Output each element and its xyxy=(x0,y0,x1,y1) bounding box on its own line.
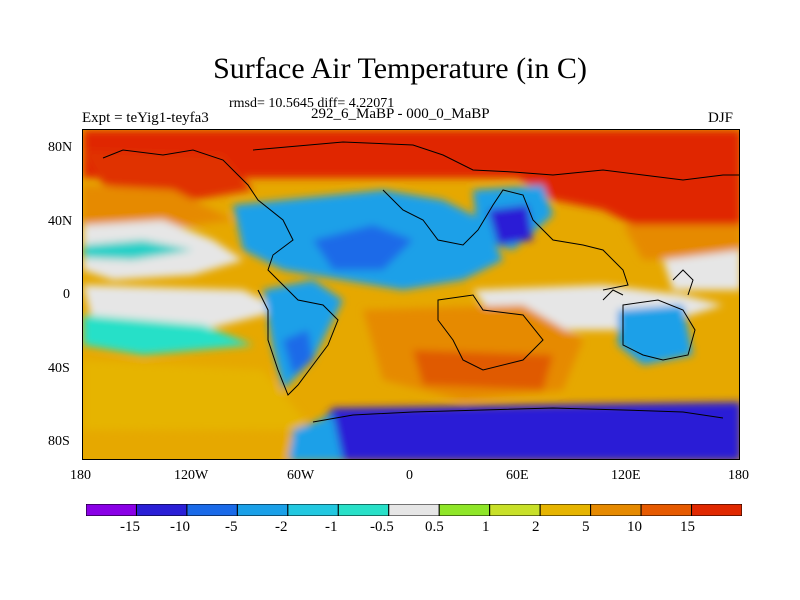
colorbar-label: 10 xyxy=(627,519,642,535)
colorbar-label: -5 xyxy=(225,519,238,535)
cold-core-asia xyxy=(488,205,533,245)
north-pacific-band xyxy=(83,185,233,230)
y-tick-label: 80S xyxy=(48,434,70,449)
colorbar-swatch xyxy=(85,503,137,517)
colorbar-swatch xyxy=(640,503,693,517)
cool-region-southeast xyxy=(618,305,693,365)
period-label: 292_6_MaBP - 000_0_MaBP xyxy=(311,106,490,122)
south-polar-warm xyxy=(83,430,293,459)
colorbar-label: 0.5 xyxy=(425,519,444,535)
tropical-cool-band xyxy=(83,315,253,355)
colorbar-label: 1 xyxy=(482,519,490,535)
colorbar-swatch xyxy=(135,503,188,517)
x-tick-label: 0 xyxy=(406,468,413,483)
x-tick-label: 180 xyxy=(70,468,91,483)
colorbar-swatch xyxy=(287,503,339,517)
colorbar-label: 5 xyxy=(582,519,590,535)
neutral-band-east xyxy=(663,250,739,290)
experiment-label: Expt = teYig1-teyfa3 xyxy=(82,110,209,126)
colorbar-label: -2 xyxy=(275,519,288,535)
colorbar-label: -1 xyxy=(325,519,338,535)
colorbar-swatch xyxy=(590,503,642,517)
x-tick-label: 120W xyxy=(174,468,209,483)
x-tick-label: 120E xyxy=(611,468,641,483)
map-field xyxy=(83,130,739,459)
map-title: Surface Air Temperature (in C) xyxy=(213,52,587,85)
y-tick-label: 80N xyxy=(48,140,73,155)
equatorial-neutral-band xyxy=(83,285,283,330)
colorbar-swatch xyxy=(691,503,743,517)
x-tick-label: 60E xyxy=(506,468,529,483)
antarctic-edge-cool xyxy=(283,415,343,459)
antarctic-cold-region xyxy=(313,402,739,459)
y-tick-label: 40S xyxy=(48,361,70,376)
colorbar-swatch xyxy=(438,503,491,517)
cold-core-north xyxy=(313,225,413,270)
north-landmass-warm xyxy=(513,170,739,240)
y-tick-label: 40N xyxy=(48,214,73,229)
north-east-band xyxy=(623,225,739,260)
colorbar-label: -10 xyxy=(170,519,190,535)
colorbar-swatch xyxy=(186,503,238,517)
y-tick-label: 0 xyxy=(63,287,70,302)
colorbar-swatch xyxy=(236,503,289,517)
colorbar-swatch xyxy=(489,503,541,517)
colorbar-swatches xyxy=(85,503,743,517)
colorbar-label: -15 xyxy=(120,519,140,535)
colorbar-label: -0.5 xyxy=(370,519,394,535)
x-tick-label: 60W xyxy=(287,468,315,483)
x-tick-label: 180 xyxy=(728,468,749,483)
south-pacific-warm xyxy=(83,360,313,430)
colorbar-label: 2 xyxy=(532,519,540,535)
colorbar-swatch xyxy=(337,503,390,517)
subtropical-cool-band xyxy=(83,240,193,260)
temperature-map xyxy=(82,129,740,460)
cold-core-southwest xyxy=(283,330,313,375)
season-label: DJF xyxy=(708,110,734,126)
colorbar-label: 15 xyxy=(680,519,695,535)
colorbar-swatch xyxy=(388,503,440,517)
coastline-outline xyxy=(102,141,739,423)
colorbar xyxy=(85,503,743,521)
colorbar-swatch xyxy=(539,503,592,517)
stats-text: rmsd= 10.5645 diff= 4.22071 xyxy=(229,96,395,111)
